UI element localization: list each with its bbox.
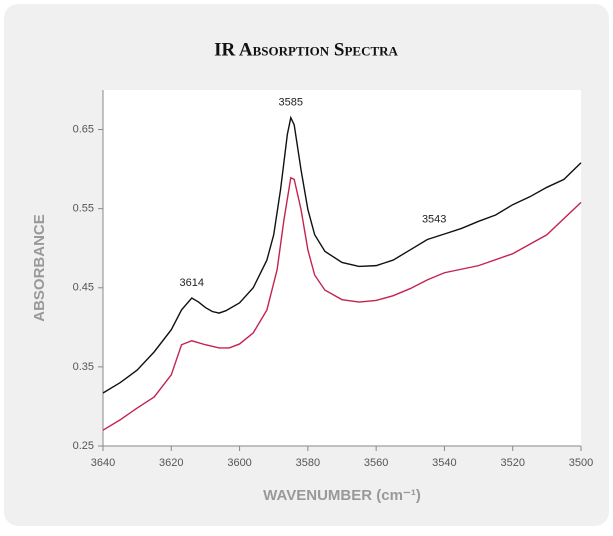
- series-line: [102, 176, 582, 431]
- annotation: 3585: [279, 97, 303, 109]
- x-tick-label: 3500: [569, 457, 593, 469]
- x-tick-label: 3580: [296, 457, 320, 469]
- y-tick-label: 0.35: [73, 361, 94, 373]
- plot-area: [103, 90, 581, 446]
- series-line: [102, 115, 582, 394]
- x-tick-label: 3620: [159, 457, 183, 469]
- annotation: 3543: [422, 214, 446, 226]
- y-tick-label: 0.45: [73, 282, 94, 294]
- x-tick-label: 3540: [432, 457, 456, 469]
- y-tick-label: 0.65: [73, 123, 94, 135]
- y-tick-label: 0.25: [73, 440, 94, 452]
- x-tick-label: 3640: [91, 457, 115, 469]
- y-tick-label: 0.55: [73, 203, 94, 215]
- x-tick-label: 3560: [364, 457, 388, 469]
- chart-title: IR Absorption Spectra: [214, 39, 398, 60]
- y-axis-label: ABSORBANCE: [31, 214, 48, 322]
- annotation: 3614: [180, 277, 204, 289]
- x-tick-label: 3520: [500, 457, 524, 469]
- x-tick-label: 3600: [227, 457, 251, 469]
- x-axis-label: WAVENUMBER (cm⁻¹): [263, 487, 421, 504]
